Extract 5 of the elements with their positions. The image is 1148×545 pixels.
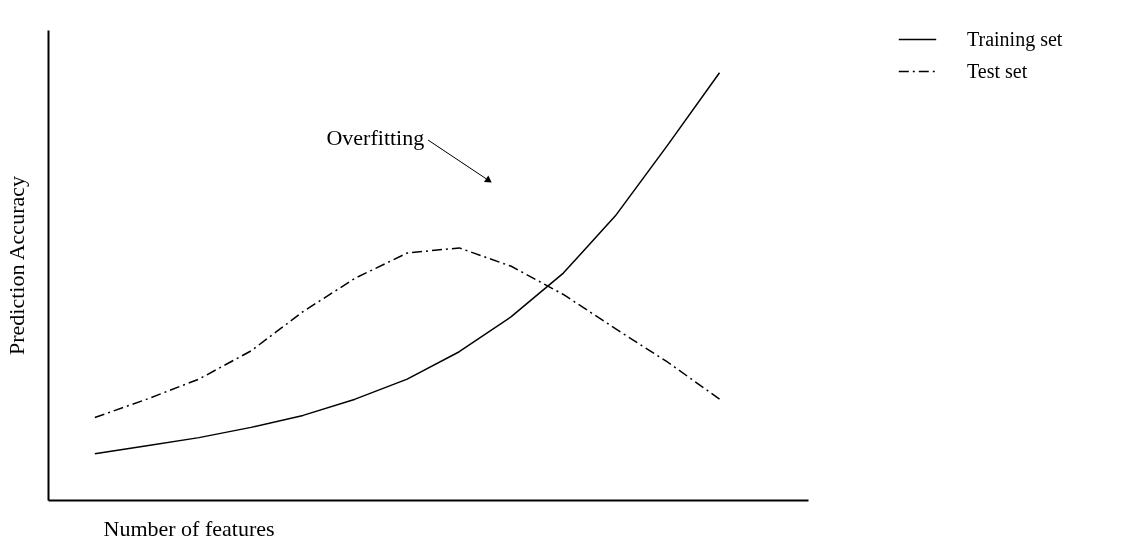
legend-label: Training set (967, 27, 1063, 51)
y-axis-title: Prediction Accuracy (3, 176, 29, 355)
x-axis-title: Number of features (103, 515, 275, 541)
annotation: Overfitting (326, 124, 425, 150)
legend-label: Test set (967, 59, 1028, 82)
